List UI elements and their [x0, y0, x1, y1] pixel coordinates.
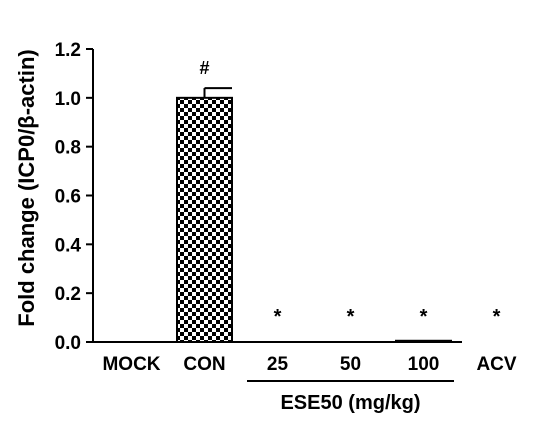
significance-marker: # [199, 58, 209, 78]
x-tick-label: MOCK [102, 354, 160, 375]
y-tick-label: 0.2 [55, 284, 81, 305]
significance-marker: * [493, 306, 501, 328]
x-tick-label: 50 [340, 354, 361, 375]
y-tick-label: 0.4 [55, 235, 82, 256]
significance-markers: # * * * * [199, 58, 500, 328]
y-tick-label: 1.0 [55, 89, 81, 110]
x-axis: MOCK CON 25 50 100 ACV [93, 341, 517, 375]
significance-marker: * [347, 306, 355, 328]
y-axis-label: Fold change (ICP0/β-actin) [14, 49, 39, 326]
y-tick-label: 0.8 [55, 138, 81, 159]
significance-marker: * [420, 306, 428, 328]
x-tick-label: 100 [408, 354, 440, 375]
bars [176, 87, 452, 344]
x-tick-label: 25 [267, 354, 289, 375]
y-tick-label: 0.6 [55, 187, 81, 208]
group-label: ESE50 (mg/kg) [280, 392, 420, 414]
bar [176, 96, 233, 344]
y-axis: 0.0 0.2 0.4 0.6 0.8 1.0 1.2 [55, 40, 94, 354]
bar [395, 339, 452, 344]
y-tick-label: 0.0 [55, 333, 81, 354]
x-tick-label: ACV [476, 354, 516, 375]
significance-marker: * [274, 306, 282, 328]
x-tick-label: CON [183, 354, 225, 375]
y-tick-label: 1.2 [55, 40, 81, 61]
